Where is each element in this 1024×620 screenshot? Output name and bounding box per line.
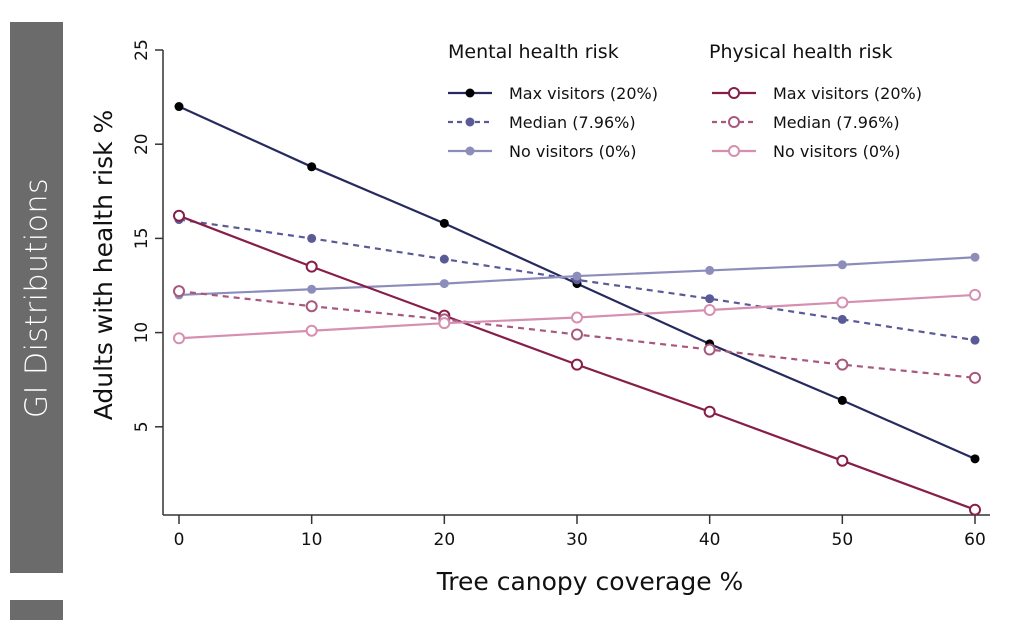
data-point	[969, 288, 981, 301]
y-axis-title: Adults with health risk %	[89, 110, 118, 421]
data-point	[705, 265, 715, 275]
data-point	[572, 271, 582, 281]
series-mental-2	[174, 252, 980, 300]
legend-swatch-marker	[465, 117, 475, 127]
data-point	[970, 335, 980, 345]
data-point	[836, 454, 849, 467]
x-tick-label: 50	[832, 530, 854, 550]
data-point	[439, 218, 449, 228]
axes: 5 10 15 20 25 0 10 20 30 40 50 60	[132, 39, 990, 550]
y-tick-label: 10	[132, 322, 152, 344]
data-point	[969, 503, 981, 516]
data-point	[837, 314, 847, 324]
data-point	[837, 260, 847, 270]
legend-entry-label: Max visitors (20%)	[509, 84, 658, 103]
legend-swatch-marker	[465, 146, 475, 156]
data-point	[571, 328, 583, 341]
data-point	[703, 303, 716, 316]
legend-swatch-marker	[465, 88, 475, 98]
data-point	[703, 343, 716, 356]
data-point	[836, 296, 849, 309]
data-point	[836, 358, 849, 371]
data-point	[970, 454, 980, 464]
series-physical-5	[173, 288, 981, 345]
data-point	[571, 311, 583, 324]
data-point	[174, 102, 184, 112]
series-layer	[173, 102, 981, 516]
x-tick-label: 0	[174, 530, 185, 550]
legend-swatch-marker	[728, 145, 740, 157]
data-point	[571, 358, 583, 371]
data-point	[173, 285, 185, 298]
x-tick-label: 30	[566, 530, 588, 550]
data-point	[703, 405, 716, 418]
x-tick-label: 40	[699, 530, 721, 550]
legend-swatch-marker	[728, 87, 740, 99]
data-point	[438, 317, 451, 330]
y-tick-label: 20	[132, 133, 152, 155]
data-point	[307, 233, 317, 243]
line-chart: 5 10 15 20 25 0 10 20 30 40 50 60 Mental health ris…	[89, 39, 990, 596]
legend-title-mental: Mental health risk	[448, 41, 619, 63]
data-point	[307, 284, 317, 294]
series-physical-3	[173, 209, 981, 516]
data-point	[970, 252, 980, 262]
legend-entry-label: No visitors (0%)	[773, 142, 900, 161]
data-point	[307, 162, 317, 172]
y-tick-label: 25	[132, 39, 152, 61]
legend-entry-label: Max visitors (20%)	[773, 84, 922, 103]
data-point	[173, 332, 185, 345]
x-tick-label: 10	[301, 530, 323, 550]
data-point	[439, 254, 449, 264]
x-tick-label: 20	[434, 530, 456, 550]
data-point	[705, 294, 715, 304]
data-point	[305, 324, 318, 337]
data-point	[173, 209, 185, 222]
x-tick-label: 60	[964, 530, 986, 550]
y-tick-label: 15	[132, 228, 152, 250]
data-point	[969, 371, 981, 384]
legend-title-physical: Physical health risk	[709, 41, 893, 63]
legend-entry-label: No visitors (0%)	[509, 142, 636, 161]
data-point	[305, 300, 318, 313]
y-tick-label: 5	[132, 421, 152, 432]
data-point	[439, 279, 449, 289]
data-point	[305, 260, 318, 273]
x-axis-title: Tree canopy coverage %	[436, 567, 744, 596]
legend: Mental health risk Max visitors (20%) Medi…	[448, 41, 922, 161]
legend-swatch-marker	[728, 116, 740, 128]
legend-entry-label: Median (7.96%)	[509, 113, 636, 132]
data-point	[837, 395, 847, 405]
gi-distributions-tab[interactable]: GI Distributions	[10, 22, 63, 573]
legend-entry-label: Median (7.96%)	[773, 113, 900, 132]
